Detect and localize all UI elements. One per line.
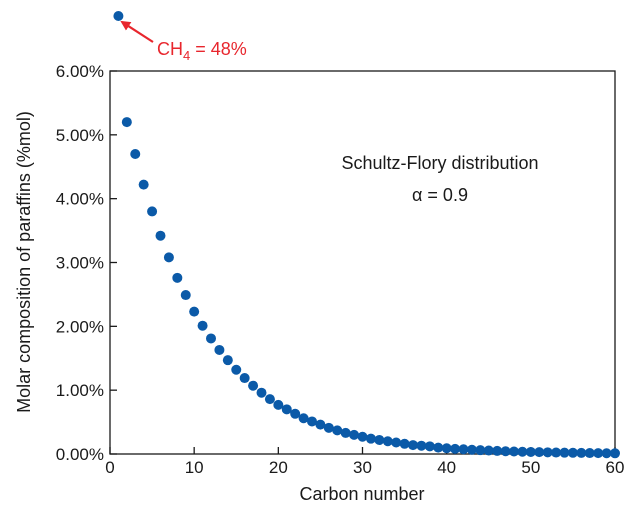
y-tick-label: 0.00%: [56, 445, 104, 464]
data-point: [584, 448, 595, 459]
data-point: [264, 394, 275, 405]
data-point: [433, 442, 444, 453]
data-point: [559, 447, 570, 458]
data-point: [542, 447, 553, 458]
axis-ticks: [109, 70, 616, 455]
data-point: [256, 387, 267, 398]
data-point: [534, 447, 545, 458]
y-tick-label: 4.00%: [56, 190, 104, 209]
data-point: [416, 440, 427, 451]
data-point: [399, 438, 410, 449]
data-point: [450, 443, 461, 454]
callout-label: CH4 = 48%: [157, 39, 247, 63]
data-point: [576, 447, 587, 458]
data-point: [500, 446, 511, 457]
y-tick-label: 3.00%: [56, 254, 104, 273]
data-point: [610, 448, 620, 459]
data-point: [273, 399, 284, 410]
y-axis-title: Molar composition of paraffins (%mol): [14, 111, 34, 413]
y-tick-label: 6.00%: [56, 62, 104, 81]
data-point: [189, 306, 200, 317]
data-point: [222, 355, 233, 366]
data-point: [332, 425, 343, 436]
data-point: [424, 441, 435, 452]
data-point: [357, 431, 368, 442]
data-point: [239, 373, 250, 384]
callout-suffix: = 48%: [190, 39, 247, 59]
data-point: [466, 444, 477, 455]
data-point: [601, 448, 612, 459]
data-point: [113, 11, 124, 21]
data-point: [180, 290, 191, 301]
data-point: [248, 380, 259, 391]
x-tick-label: 60: [606, 458, 625, 477]
data-point: [290, 408, 301, 419]
data-point: [408, 440, 418, 451]
data-point: [231, 364, 242, 375]
x-tick-label: 40: [437, 458, 456, 477]
data-point: [525, 446, 536, 457]
x-tick-label: 20: [269, 458, 288, 477]
distribution-annotation: Schultz-Flory distribution: [341, 153, 538, 173]
data-point: [509, 446, 519, 457]
data-point: [315, 419, 326, 430]
data-point: [475, 445, 486, 456]
data-point: [365, 433, 376, 444]
x-axis-title: Carbon number: [299, 484, 424, 504]
data-point: [298, 413, 309, 424]
data-point: [517, 446, 528, 457]
plot-frame: [109, 70, 616, 455]
x-tick-label: 30: [353, 458, 372, 477]
callout-prefix: CH: [157, 39, 183, 59]
data-point: [206, 333, 216, 344]
y-tick-label: 1.00%: [56, 381, 104, 400]
x-tick-label: 10: [185, 458, 204, 477]
alpha-annotation: α = 0.9: [412, 185, 468, 205]
data-point: [492, 445, 503, 456]
data-point: [441, 443, 452, 454]
x-tick-label: 50: [521, 458, 540, 477]
data-point: [138, 179, 149, 190]
data-point: [382, 436, 393, 447]
data-point: [349, 429, 360, 440]
data-point: [130, 148, 141, 159]
alpha-value: = 0.9: [422, 185, 468, 205]
y-tick-label: 2.00%: [56, 317, 104, 336]
data-points: [113, 11, 620, 459]
data-point: [323, 422, 334, 433]
data-point: [307, 416, 317, 427]
callout-subscript: 4: [183, 48, 190, 63]
data-point: [281, 404, 292, 415]
data-point: [391, 437, 402, 448]
data-point: [374, 434, 385, 445]
data-point: [483, 445, 494, 456]
data-point: [340, 427, 351, 438]
y-tick-label: 5.00%: [56, 126, 104, 145]
axis-tick-labels: 0 10 20 30 40 50 60 0.00% 1.00% 2.00% 3.00% 4.00% 5.…: [56, 62, 625, 477]
data-point: [593, 448, 604, 459]
data-point: [147, 206, 158, 217]
data-point: [551, 447, 562, 458]
data-point: [197, 320, 208, 331]
data-point: [163, 252, 174, 263]
x-tick-label: 0: [105, 458, 114, 477]
data-point: [172, 272, 183, 283]
data-point: [458, 444, 469, 455]
data-point: [214, 344, 225, 355]
callout-arrow: [120, 20, 154, 43]
data-point: [121, 117, 132, 128]
data-point: [567, 447, 578, 458]
data-point: [155, 230, 166, 241]
alpha-symbol: α: [412, 185, 422, 205]
